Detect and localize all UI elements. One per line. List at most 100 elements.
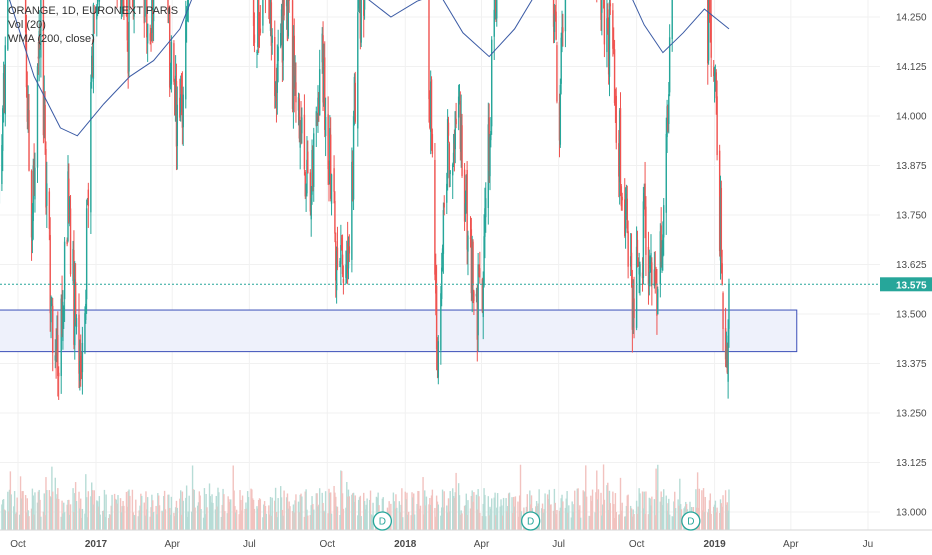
volume-bar (254, 509, 255, 530)
candle-body (722, 293, 723, 329)
volume-bar (147, 497, 148, 530)
x-tick-label: 2018 (394, 539, 417, 550)
candle-body (331, 174, 332, 203)
candle-body (337, 248, 338, 268)
volume-bar (366, 498, 367, 530)
volume-bar (408, 512, 409, 530)
volume-bar (616, 512, 617, 530)
volume-bar (432, 490, 433, 530)
x-tick-label: Oct (629, 539, 645, 550)
volume-bar (76, 501, 77, 530)
volume-bar (331, 514, 332, 530)
candle-body (272, 36, 273, 43)
volume-bar (58, 499, 59, 530)
candle-body (313, 133, 314, 187)
candle-body (428, 0, 429, 99)
volume-bar (248, 497, 249, 530)
y-tick-label: 14.250 (896, 13, 927, 24)
candle-body (183, 95, 184, 128)
candle-body (728, 284, 729, 329)
price-axis[interactable]: 13.57515.87515.75015.62515.50015.37515.2… (880, 0, 932, 519)
volume-bar (5, 510, 6, 530)
candle-body (301, 117, 302, 133)
volume-bar (479, 513, 480, 530)
candle-body (260, 29, 261, 33)
volume-bar (402, 517, 403, 530)
candle-body (90, 82, 91, 212)
candle-body (485, 198, 486, 217)
volume-bar (544, 493, 545, 530)
x-tick-label: Apr (164, 539, 180, 550)
candle-body (479, 268, 480, 277)
volume-bar (675, 508, 676, 530)
volume-bar (94, 490, 95, 530)
volume-bar (99, 515, 100, 530)
volume-bar (295, 494, 296, 530)
volume-bar (22, 491, 23, 530)
volume-bar (325, 491, 326, 530)
volume-bar (88, 491, 89, 530)
volume-bar (11, 494, 12, 530)
volume-bar (28, 516, 29, 530)
support-zone[interactable] (0, 310, 797, 352)
candle-body (432, 134, 433, 154)
y-tick-label: 13.125 (896, 458, 927, 469)
y-tick-label: 13.750 (896, 211, 927, 222)
volume-bar (177, 508, 178, 530)
y-tick-label: 13.875 (896, 161, 927, 172)
candle-body (461, 125, 462, 176)
volume-bar (705, 497, 706, 530)
volume-bar (289, 506, 290, 530)
candle-body (44, 105, 45, 143)
volume-bar (272, 498, 273, 530)
candle-body (173, 43, 174, 82)
candle-body (555, 12, 556, 40)
volume-bar (491, 498, 492, 530)
volume-bar (455, 473, 456, 530)
candle-body (443, 210, 444, 254)
volume-bar (355, 495, 356, 530)
y-tick-label: 13.250 (896, 409, 927, 420)
volume-bar (188, 496, 189, 530)
candle-body (633, 298, 634, 318)
candle-body (716, 96, 717, 155)
volume-bar (64, 512, 65, 530)
candle-body (304, 115, 305, 170)
candle-body (88, 190, 89, 207)
candle-body (262, 0, 263, 26)
candle-body (455, 119, 456, 124)
volume-bar (260, 499, 261, 530)
volume-bar (598, 489, 599, 530)
volume-bar (360, 516, 361, 530)
candle-body (171, 42, 172, 84)
chart-legend: ORANGE, 1D, EURONEXT PARIS Vol (20) WMA … (8, 4, 178, 46)
candle-body (721, 188, 722, 257)
volume-bar (580, 518, 581, 530)
volume-bar (206, 507, 207, 530)
volume-bar (16, 498, 17, 530)
dividend-marker-label: D (379, 517, 386, 528)
volume-bar (301, 497, 302, 530)
volume-bar (34, 492, 35, 530)
volume-bar (105, 495, 106, 530)
candle-body (467, 235, 468, 251)
y-tick-label: 13.625 (896, 260, 927, 271)
volume-bar (70, 504, 71, 530)
volume-bar (117, 495, 118, 530)
volume-bar (473, 492, 474, 530)
candle-body (177, 105, 178, 146)
volume-bar (604, 500, 605, 530)
volume-bar (503, 498, 504, 530)
candle-body (70, 208, 71, 274)
volume-bar (277, 498, 278, 530)
candle-body (448, 123, 449, 136)
volume-bar (141, 496, 142, 530)
x-tick-label: Ju (863, 539, 874, 550)
candle-body (343, 279, 344, 283)
candle-body (627, 231, 628, 266)
candle-body (438, 341, 439, 377)
candle-body (46, 183, 47, 205)
